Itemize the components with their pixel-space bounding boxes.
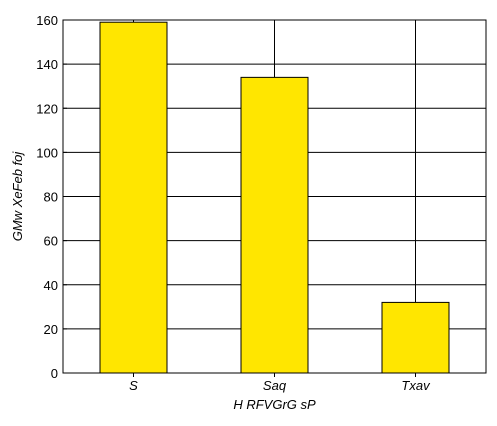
y-tick-label: 0 [51,366,58,381]
x-tick-label: Saq [263,378,287,393]
x-axis-ticks: S Saq Txav [129,373,431,393]
y-tick-label: 60 [44,234,58,249]
y-tick-label: 20 [44,322,58,337]
y-tick-label: 80 [44,190,58,205]
bar-saq [240,76,309,374]
y-tick-label: 160 [36,13,58,28]
y-tick-label: 140 [36,57,58,72]
x-tick-label: Txav [401,378,431,393]
x-tick-label: S [129,378,138,393]
y-axis-title: GMw XeFeb foj [10,151,25,242]
x-axis-title: H RFVGrG sP [233,397,316,412]
bar-txav [381,301,450,374]
bars [99,21,450,374]
y-axis-ticks: 0 20 40 60 80 100 120 140 160 [36,13,67,381]
y-tick-label: 100 [36,145,58,160]
y-tick-label: 40 [44,278,58,293]
bar-s [99,21,168,374]
y-tick-label: 120 [36,101,58,116]
